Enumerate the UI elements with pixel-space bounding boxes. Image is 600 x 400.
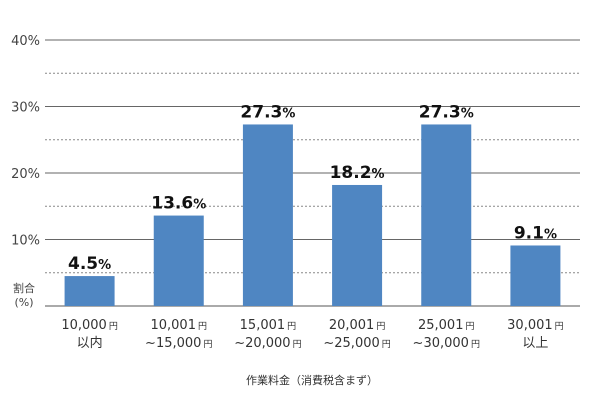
x-tick-label: 10,000 円 <box>61 318 118 333</box>
bar <box>64 276 115 306</box>
y-tick-label: 40% <box>11 34 40 49</box>
data-label: 27.3% <box>419 102 474 122</box>
data-label: 4.5% <box>68 254 111 274</box>
y-axis-label: 割合 <box>13 281 35 295</box>
bar <box>153 215 204 306</box>
x-tick-label: 25,001 円 <box>418 318 475 333</box>
bar <box>510 245 561 306</box>
data-label: 13.6% <box>151 194 206 214</box>
x-tick-label: 10,001 円 <box>150 318 207 333</box>
y-axis: 40% 30% 20% 10% <box>11 34 40 249</box>
data-label: 18.2% <box>330 163 385 183</box>
bar <box>332 184 383 306</box>
x-axis-title: 作業料金（消費税含まず） <box>246 373 378 387</box>
gridlines <box>45 39 580 307</box>
x-tick-label-line2: 以上 <box>522 336 548 351</box>
x-tick-label: 20,001 円 <box>329 318 386 333</box>
y-tick-label: 20% <box>11 167 40 182</box>
data-label: 27.3% <box>240 102 295 122</box>
bar <box>421 124 472 306</box>
x-tick-label-line2: 以内 <box>77 335 103 351</box>
bars <box>64 124 561 306</box>
x-tick-label-line2: ~20,000 円 <box>234 336 301 351</box>
x-tick-label-line2: ~15,000 円 <box>145 336 212 351</box>
y-axis-unit-label: (%) <box>14 296 33 309</box>
x-tick-label-line2: ~30,000 円 <box>413 336 480 351</box>
bar <box>242 124 293 306</box>
data-labels: 4.5% 13.6% 27.3% 18.2% 27.3% 9.1% <box>68 102 557 274</box>
y-tick-label: 10% <box>11 234 40 249</box>
x-tick-label: 30,001 円 <box>507 318 564 333</box>
x-tick-label: 15,001 円 <box>240 318 297 333</box>
x-axis: 10,000 円以内 10,001 円 ~15,000 円 15,001 円 ~20,000 円 2… <box>61 318 563 351</box>
x-tick-label-line2: ~25,000 円 <box>323 336 390 351</box>
y-tick-label: 30% <box>11 101 40 116</box>
data-label: 9.1% <box>514 223 557 243</box>
